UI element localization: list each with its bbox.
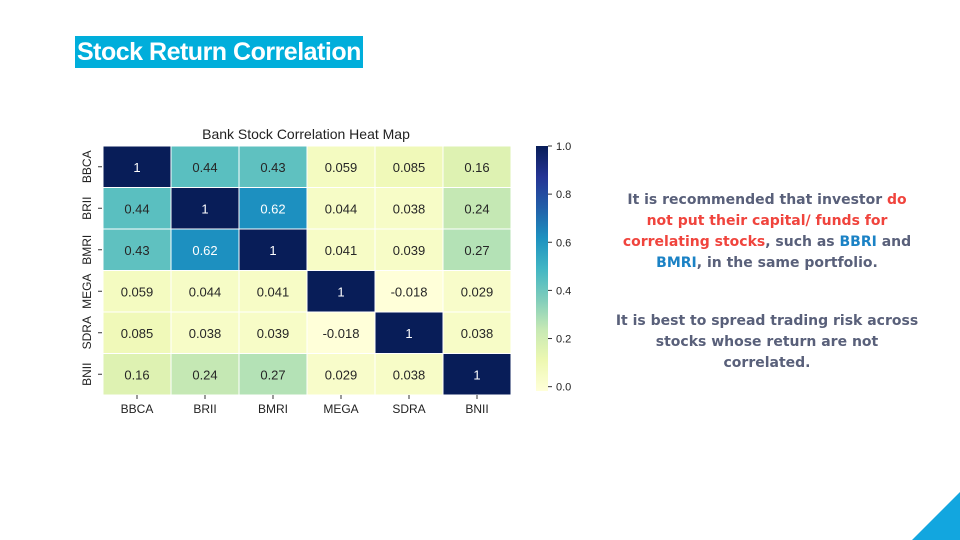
note-text: , such as bbox=[765, 234, 840, 250]
colorbar bbox=[536, 146, 548, 391]
heatmap-cell bbox=[306, 187, 376, 230]
heatmap-cell-value: 0.085 bbox=[393, 160, 426, 175]
heatmap-cell-value: 0.27 bbox=[260, 367, 285, 382]
x-axis-label: MEGA bbox=[323, 402, 358, 416]
y-axis-label: SDRA bbox=[80, 316, 94, 349]
heatmap-cell-value: 0.24 bbox=[192, 367, 217, 382]
x-axis-label: SDRA bbox=[392, 402, 425, 416]
y-axis-label: BBCA bbox=[80, 150, 94, 183]
heatmap-cell-value: 0.43 bbox=[124, 243, 149, 258]
heatmap-cell-value: 1 bbox=[473, 367, 480, 382]
colorbar-ticks: 0.0 0.2 0.4 0.6 0.8 1.0 bbox=[548, 141, 571, 394]
heatmap-cell-value: 0.029 bbox=[461, 284, 494, 299]
colorbar-tick-label: 0.2 bbox=[556, 334, 571, 346]
heatmap-cell bbox=[442, 187, 512, 230]
heatmap-cell-value: 0.041 bbox=[257, 284, 290, 299]
heatmap-cell bbox=[238, 270, 308, 313]
heatmap-cell bbox=[306, 145, 376, 188]
heatmap-cell-value: 0.029 bbox=[325, 367, 358, 382]
x-axis-label: BRII bbox=[193, 402, 216, 416]
heatmap-cell bbox=[170, 187, 240, 230]
heatmap-cell-value: 1 bbox=[337, 284, 344, 299]
x-axis-label: BNII bbox=[465, 402, 488, 416]
heatmap-cell-value: 0.059 bbox=[325, 160, 358, 175]
heatmap-cell-value: -0.018 bbox=[391, 284, 428, 299]
heatmap-cell bbox=[170, 228, 240, 271]
heatmap-cell-value: 0.044 bbox=[325, 201, 358, 216]
y-axis-label: BMRI bbox=[80, 235, 94, 265]
heatmap-cells: 1 0.44 0.43 0.059 0.085 0.16 0.44 1 0.62 0.044 0.0… bbox=[102, 145, 512, 396]
heatmap-cell-value: 0.16 bbox=[124, 367, 149, 382]
heatmap-cell-value: 0.038 bbox=[393, 367, 426, 382]
page-title: Stock Return Correlation bbox=[75, 36, 363, 68]
heatmap-cell bbox=[238, 228, 308, 271]
heatmap-cell bbox=[102, 311, 172, 354]
heatmap-cell-value: 0.059 bbox=[121, 284, 154, 299]
heatmap-cell bbox=[102, 270, 172, 313]
colorbar-tick-label: 1.0 bbox=[556, 141, 571, 153]
heatmap-cell bbox=[442, 270, 512, 313]
heatmap-cell bbox=[102, 228, 172, 271]
heatmap-cell bbox=[238, 311, 308, 354]
heatmap-cell bbox=[238, 187, 308, 230]
heatmap-cell-value: 0.44 bbox=[192, 160, 217, 175]
x-axis-label: BMRI bbox=[258, 402, 288, 416]
note-text: and bbox=[876, 234, 912, 250]
heatmap-cell bbox=[374, 187, 444, 230]
x-axis-label: BBCA bbox=[121, 402, 154, 416]
heatmap-cell bbox=[442, 311, 512, 354]
heatmap-cell-value: 1 bbox=[269, 243, 276, 258]
heatmap-cell-value: 1 bbox=[201, 201, 208, 216]
heatmap-cell-value: 0.041 bbox=[325, 243, 358, 258]
heatmap-cell bbox=[442, 145, 512, 188]
heatmap-cell bbox=[374, 353, 444, 396]
heatmap-cell-value: 0.16 bbox=[464, 160, 489, 175]
heatmap-cell-value: 0.038 bbox=[393, 201, 426, 216]
heatmap-cell bbox=[170, 353, 240, 396]
heatmap-cell bbox=[238, 353, 308, 396]
note-text: It is recommended that investor bbox=[627, 192, 887, 208]
heatmap-cell-value: 1 bbox=[405, 326, 412, 341]
heatmap-cell bbox=[170, 270, 240, 313]
heatmap-cell-value: 0.43 bbox=[260, 160, 285, 175]
note-highlight-bbri: BBRI bbox=[839, 234, 877, 250]
heatmap-cell-value: 0.038 bbox=[461, 326, 494, 341]
corner-accent bbox=[912, 492, 960, 540]
heatmap-cell-value: 0.044 bbox=[189, 284, 222, 299]
x-axis-labels: BBCA BRII BMRI MEGA SDRA BNII bbox=[121, 395, 489, 416]
colorbar-tick-label: 0.0 bbox=[556, 382, 571, 394]
heatmap-cell bbox=[374, 311, 444, 354]
chart-title: Bank Stock Correlation Heat Map bbox=[202, 126, 410, 142]
heatmap-cell bbox=[102, 353, 172, 396]
heatmap-cell-value: 0.44 bbox=[124, 201, 149, 216]
note-highlight-warning: do not put their capital/ funds for corr… bbox=[622, 192, 907, 250]
heatmap-cell-value: 0.62 bbox=[192, 243, 217, 258]
colorbar-tick-label: 0.8 bbox=[556, 189, 571, 201]
heatmap-cell-value: 1 bbox=[133, 160, 140, 175]
heatmap-cell-value: 0.039 bbox=[257, 326, 290, 341]
heatmap-cell-value: -0.018 bbox=[323, 326, 360, 341]
heatmap-cell-value: 0.62 bbox=[260, 201, 285, 216]
y-axis-labels: BBCA BRII BMRI MEGA SDRA BNII bbox=[80, 150, 102, 386]
heatmap-cell bbox=[442, 353, 512, 396]
colorbar-tick-label: 0.4 bbox=[556, 285, 571, 297]
y-axis-label: BRII bbox=[80, 197, 94, 220]
heatmap-cell bbox=[170, 311, 240, 354]
heatmap-cell bbox=[306, 228, 376, 271]
heatmap-cell bbox=[442, 228, 512, 271]
note-text: , in the same portfolio. bbox=[696, 255, 878, 271]
heatmap-cell-value: 0.085 bbox=[121, 326, 154, 341]
diversification-note: It is best to spread trading risk across… bbox=[615, 313, 919, 371]
y-axis-label: MEGA bbox=[80, 274, 94, 309]
heatmap-cell-value: 0.27 bbox=[464, 243, 489, 258]
note-highlight-bmri: BMRI bbox=[656, 255, 697, 271]
heatmap-cell-value: 0.24 bbox=[464, 201, 489, 216]
heatmap-cell bbox=[374, 145, 444, 188]
recommendation-note: It is recommended that investor do not p… bbox=[612, 190, 922, 274]
colorbar-tick-label: 0.6 bbox=[556, 237, 571, 249]
heatmap-cell-value: 0.038 bbox=[189, 326, 222, 341]
y-axis-label: BNII bbox=[80, 363, 94, 386]
heatmap-cell-value: 0.039 bbox=[393, 243, 426, 258]
